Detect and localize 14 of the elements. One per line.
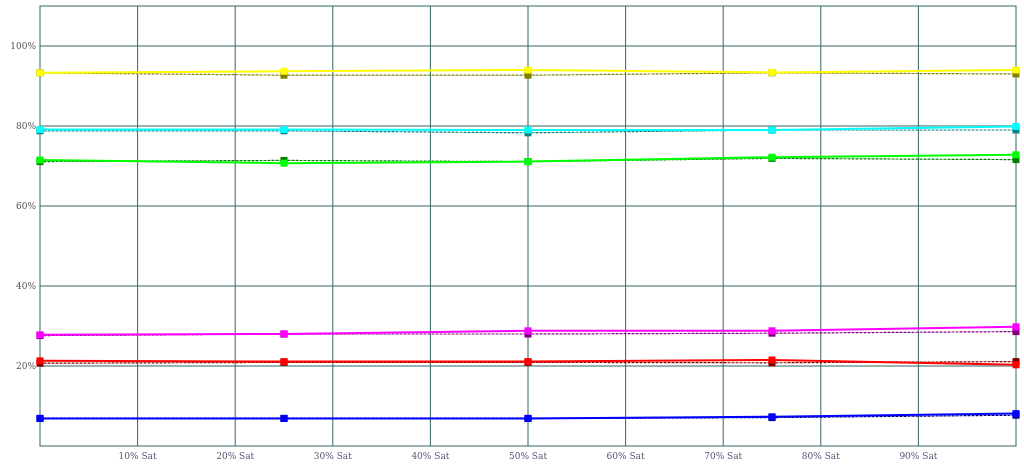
y-tick-label: 20% — [15, 361, 37, 372]
x-tick-label: 60% Sat — [606, 451, 645, 461]
x-tick-label: 80% Sat — [801, 451, 841, 461]
x-tick-label: 10% Sat — [118, 451, 157, 461]
x-tick-label: 30% Sat — [313, 451, 353, 461]
x-tick-label: 50% Sat — [508, 451, 548, 461]
y-tick-label: 60% — [15, 201, 37, 212]
x-tick-label: 70% Sat — [704, 451, 743, 461]
y-tick-label: 100% — [10, 41, 37, 52]
x-tick-label: 40% Sat — [411, 451, 450, 461]
y-tick-label: 80% — [15, 121, 37, 132]
y-tick-label: 40% — [15, 281, 37, 292]
x-tick-label: 20% Sat — [216, 451, 255, 461]
x-tick-label: 90% Sat — [899, 451, 938, 461]
